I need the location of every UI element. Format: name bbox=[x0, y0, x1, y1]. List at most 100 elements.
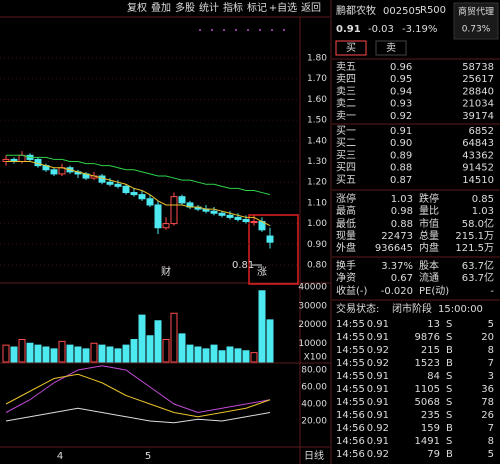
book-label: 买一 bbox=[336, 125, 356, 137]
toolbar-button[interactable]: 叠加 bbox=[151, 2, 171, 14]
candle-body bbox=[218, 212, 226, 216]
x-label: 4 bbox=[57, 451, 63, 462]
volume-tick-label: 30000 bbox=[298, 301, 327, 311]
trade-volume: 1491 bbox=[415, 436, 440, 447]
trade-volume: 13 bbox=[427, 319, 440, 330]
book-price: 0.95 bbox=[390, 74, 412, 85]
trade-volume: 5068 bbox=[415, 397, 440, 408]
volume-bar bbox=[234, 348, 242, 363]
sector-change: 0.73% bbox=[462, 25, 491, 35]
trade-count: 78 bbox=[481, 397, 494, 408]
indicator-tick-label: 80.00 bbox=[301, 366, 327, 376]
trade-price: 0.92 bbox=[367, 449, 389, 460]
volume-bar bbox=[130, 339, 138, 363]
y-tick-label: 1.50 bbox=[307, 116, 327, 126]
trade-volume: 84 bbox=[427, 371, 440, 382]
candle-body bbox=[146, 198, 154, 206]
event-marker: 涨 bbox=[257, 266, 267, 278]
trade-time: 14:55 bbox=[336, 319, 365, 330]
stat-value: 936645 bbox=[375, 243, 413, 254]
toolbar-button[interactable]: 指标 bbox=[223, 1, 243, 14]
book-volume: 91452 bbox=[462, 163, 494, 174]
trade-time: 14:55 bbox=[336, 371, 365, 382]
volume-bar bbox=[82, 348, 90, 363]
volume-bar bbox=[122, 344, 130, 363]
trade-volume: 159 bbox=[421, 423, 440, 434]
marker-dot bbox=[199, 29, 201, 31]
trade-side: S bbox=[446, 332, 452, 343]
candle-body bbox=[50, 169, 58, 175]
toolbar-button[interactable]: 多股 bbox=[175, 1, 195, 14]
book-label: 卖一 bbox=[336, 110, 356, 122]
indicator-tick-label: 20.00 bbox=[301, 417, 327, 427]
stat-label: 跌停 bbox=[419, 192, 439, 205]
stock-code: 002505 bbox=[383, 6, 421, 17]
volume-bar bbox=[226, 346, 234, 363]
candle-body bbox=[242, 218, 250, 223]
book-label: 买五 bbox=[336, 174, 356, 186]
book-volume: 28840 bbox=[462, 86, 494, 97]
toolbar-button[interactable]: 返回 bbox=[301, 2, 321, 14]
trade-time: 14:56 bbox=[336, 410, 365, 421]
indicator-tick-label: 40.00 bbox=[301, 400, 327, 410]
volume-bar bbox=[26, 342, 34, 363]
volume-bar bbox=[58, 340, 66, 363]
y-tick-label: 1.00 bbox=[307, 219, 327, 229]
book-label: 卖二 bbox=[336, 98, 356, 110]
volume-bar bbox=[138, 314, 146, 363]
stat-label: 最高 bbox=[336, 204, 356, 217]
trade-price: 0.92 bbox=[367, 358, 389, 369]
y-tick-label: 1.80 bbox=[307, 54, 327, 64]
candle-body bbox=[210, 210, 218, 214]
book-price: 0.93 bbox=[390, 99, 412, 110]
trade-volume: 1523 bbox=[415, 358, 440, 369]
trade-count: 20 bbox=[481, 332, 494, 343]
toolbar-button[interactable]: 复权 bbox=[127, 1, 147, 14]
buy-button[interactable] bbox=[335, 40, 367, 56]
book-label: 卖五 bbox=[336, 61, 356, 73]
sell-button[interactable] bbox=[375, 40, 407, 56]
indicator-line bbox=[5, 373, 271, 418]
stat-value: 63.7亿 bbox=[462, 271, 494, 284]
moving-average bbox=[6, 161, 271, 227]
trade-volume: 215 bbox=[421, 345, 440, 356]
marker-dot bbox=[259, 29, 261, 31]
marker-dot bbox=[283, 29, 285, 31]
trade-time: 14:55 bbox=[336, 384, 365, 395]
book-volume: 58738 bbox=[462, 62, 494, 73]
trade-time: 14:56 bbox=[336, 449, 365, 460]
stat-label: 市值 bbox=[419, 217, 439, 230]
toolbar-button[interactable]: 统计 bbox=[199, 1, 219, 14]
candle-body bbox=[234, 216, 242, 220]
trade-side: S bbox=[446, 319, 452, 330]
last-price: 0.91 bbox=[336, 24, 361, 35]
marker-dot bbox=[211, 29, 213, 31]
toolbar-button[interactable]: 标记 bbox=[247, 2, 267, 14]
candle-body bbox=[162, 223, 170, 229]
stat-value: 121.5万 bbox=[455, 243, 494, 254]
candle-body bbox=[226, 214, 234, 218]
trade-price: 0.92 bbox=[367, 423, 389, 434]
stat-label: 总量 bbox=[419, 229, 439, 242]
book-volume: 6852 bbox=[469, 126, 494, 137]
book-price: 0.91 bbox=[390, 126, 412, 137]
trade-side: S bbox=[446, 371, 452, 382]
volume-bar bbox=[242, 350, 250, 363]
trade-volume: 79 bbox=[427, 449, 440, 460]
trade-price: 0.91 bbox=[367, 436, 389, 447]
volume-bar bbox=[10, 346, 18, 363]
trade-price: 0.91 bbox=[367, 397, 389, 408]
candle-body bbox=[266, 235, 274, 243]
trade-side: S bbox=[446, 397, 452, 408]
buy-label: 买 bbox=[346, 42, 356, 54]
toolbar-button[interactable]: +自选 bbox=[269, 1, 297, 14]
volume-bar bbox=[74, 346, 82, 363]
book-label: 卖四 bbox=[336, 73, 356, 85]
candle-body bbox=[130, 192, 138, 196]
trade-side: B bbox=[446, 345, 453, 356]
trade-time: 14:55 bbox=[336, 358, 365, 369]
sell-label: 卖 bbox=[386, 42, 396, 54]
indicator-tick-label: 60.00 bbox=[301, 383, 327, 393]
trade-time: 14:56 bbox=[336, 436, 365, 447]
